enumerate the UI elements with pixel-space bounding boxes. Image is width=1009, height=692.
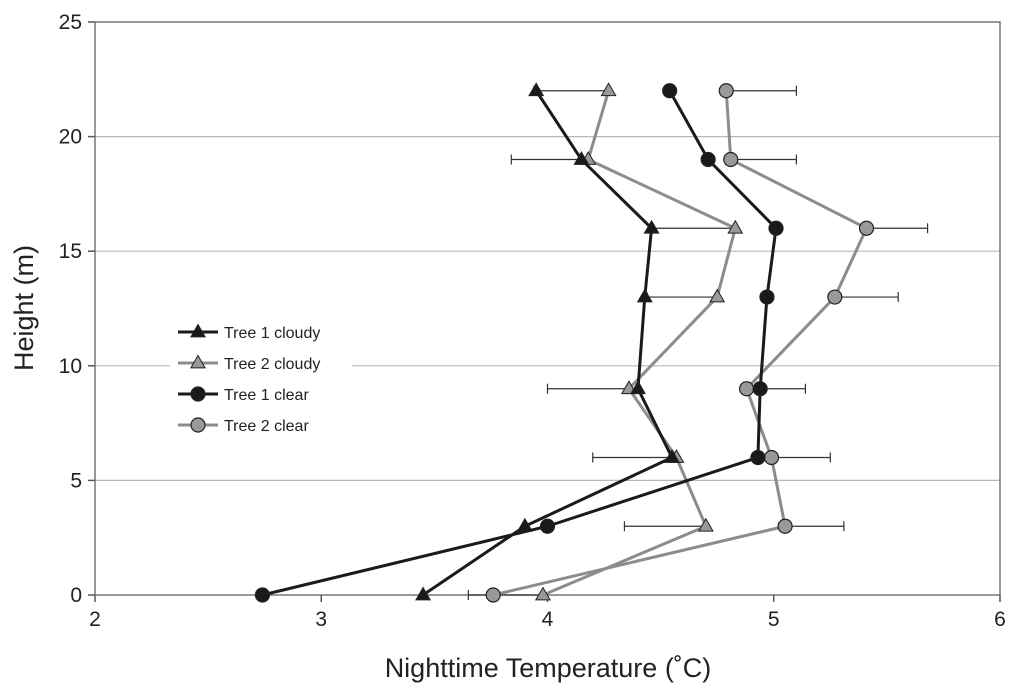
- error-bars: [467, 85, 736, 600]
- data-point: [534, 586, 551, 601]
- legend-marker: [190, 354, 206, 369]
- data-point: [750, 449, 766, 466]
- legend-marker: [190, 323, 206, 338]
- data-point: [663, 448, 680, 463]
- series-line: [422, 89, 674, 597]
- data-point: [415, 586, 432, 601]
- data-point: [738, 381, 755, 397]
- data-point: [630, 380, 646, 395]
- x-tick-label: 3: [315, 608, 327, 631]
- data-point: [539, 518, 556, 534]
- x-tick-label: 2: [89, 608, 101, 631]
- data-point: [528, 82, 545, 97]
- markers: [485, 83, 875, 603]
- data-point: [254, 587, 271, 603]
- series-tree-1-clear: [254, 83, 784, 603]
- data-point: [723, 151, 739, 168]
- data-point: [709, 288, 726, 303]
- legend-marker: [190, 386, 206, 402]
- axis-ticks: 0 5 10 15 20 25 2 3 4 5 6: [59, 11, 1006, 631]
- legend-item: Tree 2 cloudy: [178, 354, 320, 373]
- legend-label: Tree 1 clear: [224, 387, 309, 404]
- data-point: [600, 82, 617, 97]
- data-point: [697, 517, 714, 532]
- data-point: [768, 220, 784, 236]
- data-point: [636, 288, 653, 303]
- data-point: [485, 587, 501, 603]
- series-group: [254, 82, 929, 603]
- data-point: [827, 289, 843, 305]
- y-axis-title: Height (m): [9, 245, 39, 371]
- y-tick-label: 20: [59, 126, 82, 149]
- data-point: [752, 381, 768, 397]
- legend-item: Tree 2 clear: [178, 417, 309, 435]
- series-tree-2-clear: [485, 83, 929, 603]
- data-point: [727, 219, 744, 234]
- x-tick-label: 5: [768, 608, 780, 631]
- data-point: [573, 151, 590, 165]
- series-line: [262, 90, 778, 597]
- legend-item: Tree 1 clear: [178, 386, 309, 404]
- data-point: [718, 83, 734, 99]
- data-point: [763, 449, 780, 466]
- series-line: [492, 90, 869, 597]
- y-tick-label: 5: [70, 469, 82, 492]
- data-point: [759, 289, 775, 305]
- x-tick-label: 6: [994, 608, 1006, 631]
- legend-label: Tree 2 clear: [224, 418, 309, 435]
- data-point: [777, 518, 793, 534]
- y-tick-label: 0: [70, 584, 82, 607]
- data-point: [700, 151, 716, 168]
- data-point: [858, 220, 875, 236]
- y-tick-label: 25: [59, 11, 82, 34]
- legend-item: Tree 1 cloudy: [178, 323, 320, 342]
- x-tick-label: 4: [542, 608, 554, 631]
- legend-label: Tree 2 cloudy: [224, 356, 320, 373]
- data-point: [643, 219, 660, 234]
- series-line: [542, 90, 737, 597]
- legend: Tree 1 cloudy Tree 2 cloudy Tree 1 clear Tr…: [170, 318, 352, 442]
- markers: [254, 83, 784, 603]
- legend-label: Tree 1 cloudy: [224, 325, 320, 342]
- legend-marker: [190, 417, 206, 433]
- y-tick-label: 10: [59, 355, 82, 378]
- y-tick-label: 15: [59, 240, 82, 263]
- data-point: [662, 83, 678, 99]
- x-axis-title: Nighttime Temperature (˚C): [385, 653, 712, 683]
